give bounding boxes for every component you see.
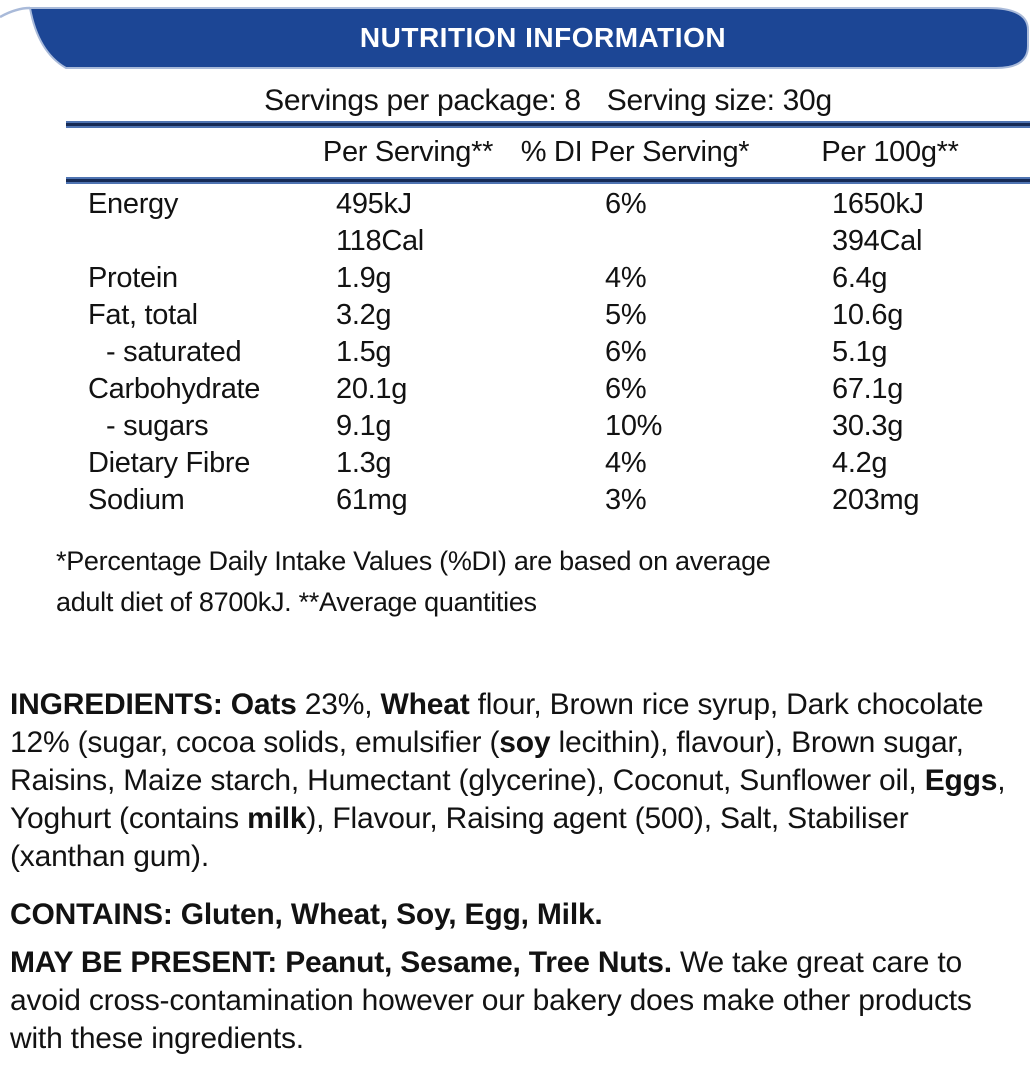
statements-block: INGREDIENTS: Oats 23%, Wheat flour, Brow… xyxy=(10,686,1020,1058)
col-di-per-serving: % DI Per Serving* xyxy=(520,135,750,168)
bold-text-run: INGREDIENTS: xyxy=(10,688,231,721)
per-serving-value: 1.3g xyxy=(336,447,392,479)
servings-per-package: Servings per package: 8 xyxy=(264,84,581,117)
per-100g-value: 67.1g xyxy=(832,373,904,405)
per-100g-value: 1650kJ 394Cal xyxy=(832,188,924,257)
nutrient-name: Carbohydrate xyxy=(88,373,261,405)
per-serving-value: 1.9g xyxy=(336,262,392,294)
col-per-serving: Per Serving** xyxy=(322,135,494,168)
serving-size: Serving size: 30g xyxy=(606,84,832,117)
per-serving-value: 1.5g xyxy=(336,336,392,368)
contains-statement: CONTAINS: Gluten, Wheat, Soy, Egg, Milk. xyxy=(10,896,1020,934)
table-row: Energy 495kJ 118Cal 6% 1650kJ 394Cal xyxy=(66,186,1030,260)
footnote: *Percentage Daily Intake Values (%DI) ar… xyxy=(56,541,771,623)
top-rule xyxy=(66,121,1030,128)
footnote-line-2: adult diet of 8700kJ. **Average quantiti… xyxy=(56,587,537,617)
di-value: 5% xyxy=(605,299,647,331)
table-row: Protein 1.9g 4% 6.4g xyxy=(66,260,1030,297)
nutrient-name: - sugars xyxy=(106,410,209,442)
di-value: 10% xyxy=(605,410,663,442)
nutrient-name: Sodium xyxy=(88,484,185,516)
per-100g-value: 5.1g xyxy=(832,336,888,368)
per-serving-value: 9.1g xyxy=(336,410,392,442)
table-row: Sodium 61mg 3% 203mg xyxy=(66,482,1030,519)
banner-shape xyxy=(0,6,1029,69)
per-100g-value: 6.4g xyxy=(832,262,888,294)
ingredients-statement: INGREDIENTS: Oats 23%, Wheat flour, Brow… xyxy=(10,686,1020,876)
text-run: 23%, xyxy=(296,688,381,721)
di-value: 6% xyxy=(605,188,647,220)
di-value: 6% xyxy=(605,336,647,368)
bold-text-run: Eggs xyxy=(924,764,998,797)
per-100g-value: 203mg xyxy=(832,484,920,516)
di-value: 6% xyxy=(605,373,647,405)
text-run: ), Flavour, Raising agent (500), Salt, S… xyxy=(10,802,909,873)
table-row: - saturated 1.5g 6% 5.1g xyxy=(66,334,1030,371)
table-row: Fat, total 3.2g 5% 10.6g xyxy=(66,297,1030,334)
bold-text-run: Oats xyxy=(230,688,297,721)
per-100g-value: 30.3g xyxy=(832,410,904,442)
per-serving-value: 20.1g xyxy=(336,373,408,405)
text-run: lecithin), flavour), Brown sugar, Raisin… xyxy=(10,726,964,797)
table-row: Carbohydrate 20.1g 6% 67.1g xyxy=(66,371,1030,408)
text-run: We take great care to avoid cross-contam… xyxy=(10,946,972,1055)
text-run: , Yoghurt (contains xyxy=(10,764,1006,835)
table-header: Per Serving** % DI Per Serving* Per 100g… xyxy=(66,127,1030,177)
nutrient-name: - saturated xyxy=(106,336,242,368)
per-100g-value: 4.2g xyxy=(832,447,888,479)
bold-text-run: milk xyxy=(247,802,307,835)
bold-text-run: Wheat xyxy=(380,688,470,721)
col-per-100g: Per 100g** xyxy=(821,135,959,168)
bold-text-run: soy xyxy=(499,726,551,759)
text-run: flour, Brown rice syrup, Dark chocolate … xyxy=(10,688,984,759)
table-row: Dietary Fibre 1.3g 4% 4.2g xyxy=(66,445,1030,482)
table-row: - sugars 9.1g 10% 30.3g xyxy=(66,408,1030,445)
footnote-line-1: *Percentage Daily Intake Values (%DI) ar… xyxy=(56,546,771,576)
di-value: 4% xyxy=(605,262,647,294)
per-serving-value: 61mg xyxy=(336,484,408,516)
nutrient-name: Energy xyxy=(88,188,179,220)
nutrient-name: Dietary Fibre xyxy=(88,447,251,479)
bold-text-run: MAY BE PRESENT: Peanut, Sesame, Tree Nut… xyxy=(10,946,672,979)
header-rule xyxy=(66,177,1030,184)
bold-text-run: CONTAINS: Gluten, Wheat, Soy, Egg, Milk. xyxy=(10,898,603,931)
di-value: 3% xyxy=(605,484,647,516)
serving-info: Servings per package: 8 Serving size: 30g xyxy=(66,84,1030,120)
panel-title: NUTRITION INFORMATION xyxy=(359,22,727,53)
may-be-present-statement: MAY BE PRESENT: Peanut, Sesame, Tree Nut… xyxy=(10,944,1020,1058)
banner-ribbon xyxy=(28,7,1029,69)
per-100g-value: 10.6g xyxy=(832,299,904,331)
nutrition-rows: Energy 495kJ 118Cal 6% 1650kJ 394Cal Protein… xyxy=(66,186,1030,519)
di-value: 4% xyxy=(605,447,647,479)
nutrient-name: Protein xyxy=(88,262,178,294)
per-serving-value: 3.2g xyxy=(336,299,392,331)
banner-left-hairline xyxy=(0,6,31,19)
nutrient-name: Fat, total xyxy=(88,299,198,331)
per-serving-value: 495kJ 118Cal xyxy=(336,188,424,257)
